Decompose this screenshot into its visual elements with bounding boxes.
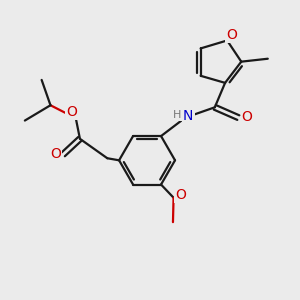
Text: O: O — [176, 188, 186, 202]
Text: N: N — [183, 109, 194, 123]
Text: O: O — [226, 28, 237, 42]
Text: O: O — [50, 146, 61, 161]
Text: O: O — [66, 105, 77, 119]
Text: H: H — [173, 110, 181, 120]
Text: O: O — [242, 110, 253, 124]
